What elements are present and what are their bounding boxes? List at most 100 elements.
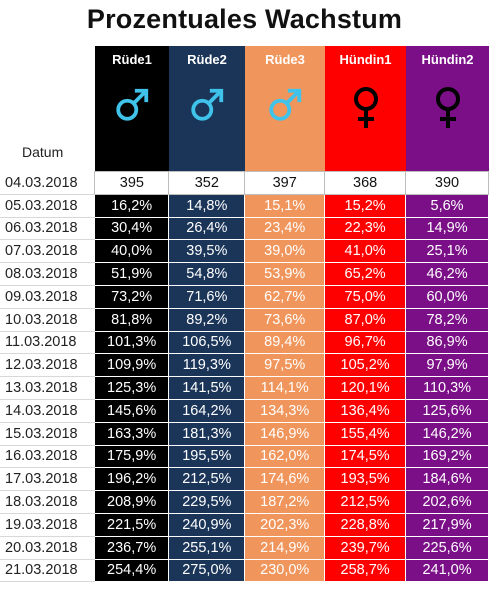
- value-cell: 217,9%: [405, 513, 489, 537]
- table-row: 05.03.2018 16,2% 14,8% 15,1% 15,2% 5,6%: [0, 194, 489, 218]
- date-cell: 09.03.2018: [0, 285, 95, 309]
- male-symbol-icon: [266, 86, 304, 129]
- value-cell: 14,8%: [168, 194, 246, 218]
- column-label: Rüde1: [112, 52, 152, 67]
- date-cell: 14.03.2018: [0, 399, 95, 423]
- column-label: Rüde3: [265, 52, 305, 67]
- date-cell: 10.03.2018: [0, 308, 95, 332]
- value-cell: 163,3%: [94, 422, 170, 446]
- value-cell: 236,7%: [94, 536, 170, 560]
- datum-column-label: Datum: [22, 144, 64, 160]
- value-cell: 169,2%: [405, 445, 489, 469]
- value-cell: 101,3%: [94, 331, 170, 355]
- value-cell: 119,3%: [168, 353, 246, 378]
- value-cell: 125,3%: [94, 376, 170, 400]
- column-header-rude2: Rüde2: [169, 46, 245, 171]
- table-row: 20.03.2018 236,7% 255,1% 214,9% 239,7% 225,6%: [0, 536, 489, 560]
- page-title: Prozentuales Wachstum: [86, 4, 403, 34]
- value-cell: 26,4%: [168, 217, 246, 241]
- value-cell: 229,5%: [168, 490, 246, 514]
- table-row: 16.03.2018 175,9% 195,5% 162,0% 174,5% 169,2%: [0, 445, 489, 469]
- value-cell: 174,6%: [244, 467, 326, 492]
- female-symbol-icon: [351, 86, 381, 135]
- value-cell: 16,2%: [94, 194, 170, 218]
- value-cell: 181,3%: [168, 422, 246, 446]
- value-cell: 187,2%: [244, 490, 326, 514]
- table-row: 19.03.2018 221,5% 240,9% 202,3% 228,8% 217,9%: [0, 513, 489, 537]
- value-cell: 146,9%: [244, 422, 326, 446]
- value-cell: 134,3%: [244, 399, 326, 423]
- date-cell: 19.03.2018: [0, 513, 95, 537]
- value-cell: 230,0%: [244, 559, 326, 583]
- value-cell: 212,5%: [324, 490, 407, 514]
- table-row: 10.03.2018 81,8% 89,2% 73,6% 87,0% 78,2%: [0, 308, 489, 332]
- date-cell: 07.03.2018: [0, 239, 95, 264]
- value-cell: 30,4%: [94, 217, 170, 241]
- value-cell: 164,2%: [168, 399, 246, 423]
- value-cell: 60,0%: [405, 285, 489, 309]
- value-cell: 39,5%: [168, 239, 246, 264]
- table-row: 11.03.2018 101,3% 106,5% 89,4% 96,7% 86,9%: [0, 331, 489, 355]
- date-cell: 20.03.2018: [0, 536, 95, 560]
- growth-table: 04.03.2018 395 352 397 368 390 05.03.2018 16,2%…: [0, 171, 489, 583]
- value-cell: 146,2%: [405, 422, 489, 446]
- value-cell: 145,6%: [94, 399, 170, 423]
- table-row: 07.03.2018 40,0% 39,5% 39,0% 41,0% 25,1%: [0, 239, 489, 264]
- table-row: 12.03.2018 109,9% 119,3% 97,5% 105,2% 97,9%: [0, 353, 489, 378]
- column-header-rude1: Rüde1: [95, 46, 169, 171]
- value-cell: 196,2%: [94, 467, 170, 492]
- value-cell: 73,6%: [244, 308, 326, 332]
- value-cell: 212,5%: [168, 467, 246, 492]
- value-cell: 120,1%: [324, 376, 407, 400]
- value-cell: 41,0%: [324, 239, 407, 264]
- date-cell: 17.03.2018: [0, 467, 95, 492]
- value-cell: 89,4%: [244, 331, 326, 355]
- column-label: Hündin1: [339, 52, 392, 67]
- table-row: 17.03.2018 196,2% 212,5% 174,6% 193,5% 184,6%: [0, 467, 489, 492]
- value-cell: 241,0%: [405, 559, 489, 583]
- date-cell: 06.03.2018: [0, 217, 95, 241]
- column-label: Hündin2: [421, 52, 474, 67]
- value-cell: 239,7%: [324, 536, 407, 560]
- value-cell: 97,5%: [244, 353, 326, 378]
- value-cell: 125,6%: [405, 399, 489, 423]
- value-cell: 86,9%: [405, 331, 489, 355]
- value-cell: 214,9%: [244, 536, 326, 560]
- table-row: 13.03.2018 125,3% 141,5% 114,1% 120,1% 110,3%: [0, 376, 489, 400]
- value-cell: 397: [244, 171, 326, 195]
- value-cell: 54,8%: [168, 262, 246, 286]
- male-symbol-icon: [113, 86, 151, 129]
- table-row: 14.03.2018 145,6% 164,2% 134,3% 136,4% 125,6%: [0, 399, 489, 423]
- value-cell: 114,1%: [244, 376, 326, 400]
- table-row: 15.03.2018 163,3% 181,3% 146,9% 155,4% 146,2%: [0, 422, 489, 446]
- value-cell: 97,9%: [405, 353, 489, 378]
- value-cell: 175,9%: [94, 445, 170, 469]
- value-cell: 15,1%: [244, 194, 326, 218]
- value-cell: 155,4%: [324, 422, 407, 446]
- value-cell: 65,2%: [324, 262, 407, 286]
- value-cell: 5,6%: [405, 194, 489, 218]
- value-cell: 275,0%: [168, 559, 246, 583]
- value-cell: 22,3%: [324, 217, 407, 241]
- male-symbol-icon: [188, 86, 226, 129]
- table-row: 21.03.2018 254,4% 275,0% 230,0% 258,7% 241,0%: [0, 559, 489, 583]
- table-row: 08.03.2018 51,9% 54,8% 53,9% 65,2% 46,2%: [0, 262, 489, 286]
- date-cell: 11.03.2018: [0, 331, 95, 355]
- value-cell: 73,2%: [94, 285, 170, 309]
- value-cell: 255,1%: [168, 536, 246, 560]
- date-cell: 18.03.2018: [0, 490, 95, 514]
- value-cell: 110,3%: [405, 376, 489, 400]
- value-cell: 39,0%: [244, 239, 326, 264]
- date-cell: 21.03.2018: [0, 559, 95, 583]
- value-cell: 141,5%: [168, 376, 246, 400]
- value-cell: 225,6%: [405, 536, 489, 560]
- column-label: Rüde2: [187, 52, 227, 67]
- value-cell: 105,2%: [324, 353, 407, 378]
- value-cell: 81,8%: [94, 308, 170, 332]
- value-cell: 89,2%: [168, 308, 246, 332]
- value-cell: 174,5%: [324, 445, 407, 469]
- value-cell: 254,4%: [94, 559, 170, 583]
- date-cell: 12.03.2018: [0, 353, 95, 378]
- value-cell: 228,8%: [324, 513, 407, 537]
- value-cell: 368: [324, 171, 407, 195]
